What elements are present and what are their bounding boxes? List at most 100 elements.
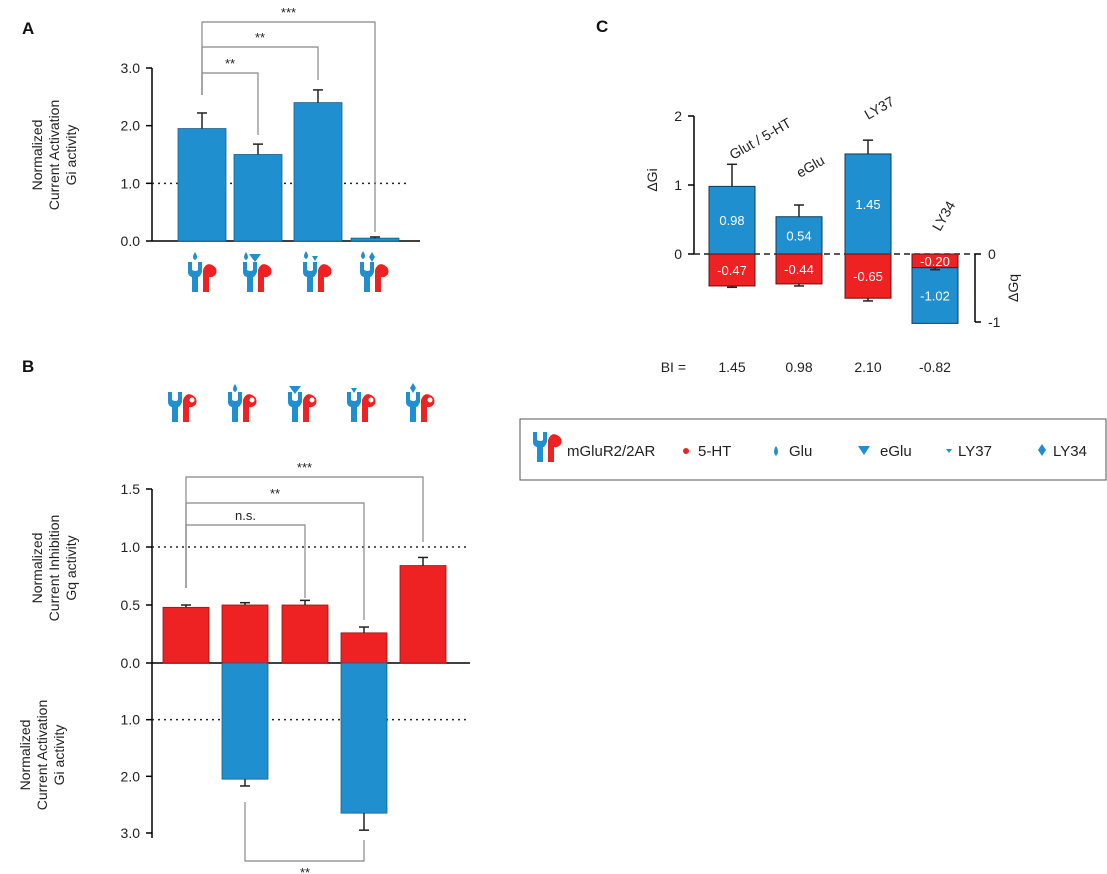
- panel-a-receptor-2-red: [258, 264, 272, 292]
- panel-b-receptor-4-blue: [347, 392, 361, 422]
- panel-b-receptor-5-5ht: [427, 397, 433, 403]
- panel-b-gq-bar: [281, 604, 329, 664]
- panel-a-receptor-1-blue: [188, 262, 202, 292]
- panel-b-gq-bar: [399, 565, 447, 664]
- panel-b-ytick-label-bottom: 2.0: [121, 768, 141, 784]
- panel-a-sig-2: **: [201, 30, 319, 95]
- legend-box: [519, 418, 1107, 481]
- panel-c-category-label: eGlu: [794, 152, 828, 181]
- panel-c-gi-bar: [708, 185, 756, 255]
- panel-a-sig-3-label: ***: [281, 5, 296, 20]
- panel-b-sig-2: **: [185, 486, 365, 620]
- panel-b-sig-3-line: [185, 476, 424, 588]
- panel-b-receptor-1-blue: [168, 392, 182, 422]
- panel-a-bar: [177, 128, 227, 242]
- legend-ly37-small-triangle-icon: [946, 449, 952, 453]
- legend-label: eGlu: [880, 443, 912, 460]
- panel-a-receptor-4-ly34: [369, 252, 375, 262]
- panel-a-receptor-4-red: [375, 264, 389, 292]
- panel-a-receptor-3: [303, 251, 332, 292]
- panel-c-left-tick-label: 0: [674, 246, 682, 262]
- panel-b-ylabel-bottom-line: Normalized: [17, 720, 33, 791]
- panel-b-ylabel-bottom-line: Current Activation: [34, 700, 50, 811]
- panel-a-sig-1-label: **: [225, 56, 235, 71]
- panel-b-gq-bar: [162, 606, 210, 664]
- panel-a-sig-1: **: [201, 56, 259, 135]
- panel-b-receptor-4-ly37: [351, 388, 357, 393]
- panel-b-ytick-label-bottom: 1.0: [121, 712, 141, 728]
- panel-a-receptor-3-glu2: [304, 251, 308, 259]
- panel-b-gq-bar: [221, 604, 269, 664]
- panel-b-receptor-5-blue: [406, 392, 420, 422]
- panel-b-ylabel-top-line: Current Inhibition: [46, 515, 62, 622]
- panel-c-ylabel-left: ΔGi: [644, 168, 660, 191]
- panel-c-gq-bar: [775, 253, 823, 285]
- panel-b-receptor-4-5ht: [368, 397, 374, 403]
- panel-b-ytick-label-top: 0.0: [121, 655, 141, 671]
- panel-c-gq-value: -0.65: [853, 269, 883, 284]
- panel-b-receptor-1: [168, 392, 197, 422]
- panel-c-gq-value: -0.47: [717, 263, 747, 278]
- panel-b-receptor-1-red: [183, 394, 197, 422]
- legend-eglu-triangle-icon: [858, 446, 870, 455]
- legend-label: mGluR2/2AR: [567, 443, 656, 460]
- legend-ly34-diamond-icon: [1038, 444, 1046, 456]
- panel-b-ytick-label-top: 1.0: [121, 539, 141, 555]
- panel-b-receptor-3: [288, 386, 317, 422]
- legend-receptor-icon: [533, 432, 562, 462]
- panel-c-left-tick-label: 2: [674, 108, 682, 124]
- panel-a: A 0.0 1.0 2.0 3.0 Normalized Current Activatio…: [22, 5, 420, 292]
- panel-c-gi-value: 0.98: [719, 213, 744, 228]
- panel-c-gi-bar: [844, 153, 892, 255]
- panel-c-left-tick-label: 1: [674, 177, 682, 193]
- panel-a-receptor-3-ly37: [312, 256, 318, 261]
- panel-b-receptor-3-blue: [288, 392, 302, 422]
- panel-a-ylabel-line: Normalized: [29, 120, 45, 191]
- panel-b-receptor-4: [347, 388, 376, 422]
- panel-a-receptor-1: [188, 252, 217, 292]
- legend-label: LY34: [1053, 443, 1087, 460]
- panel-b-sig-ns-label: n.s.: [235, 508, 256, 523]
- panel-c-gq-bar: [708, 253, 756, 287]
- panel-a-receptor-2-glu2: [244, 252, 248, 260]
- panel-c-right-tick-label: -1: [988, 314, 1001, 330]
- panel-b-receptor-4-red: [362, 394, 376, 422]
- panel-b-sig-ns-line: [185, 524, 306, 598]
- panel-b-sig-2-label: **: [270, 486, 280, 501]
- legend-label: 5-HT: [698, 443, 731, 460]
- panel-c-bi-prefix: BI =: [661, 359, 686, 375]
- panel-b-ylabel-bottom-line: Gi activity: [51, 725, 67, 786]
- panel-a-receptor-4-glu2: [361, 251, 365, 259]
- panel-a-receptor-2: [243, 252, 272, 292]
- panel-b-receptor-2: [228, 384, 257, 422]
- panel-c-ylabel-right: ΔGq: [1005, 274, 1021, 302]
- panel-c-gi-bar: [775, 216, 823, 255]
- panel-b-gi-bar: [221, 662, 269, 780]
- panel-c-gq-value: -0.20: [920, 254, 950, 269]
- legend-receptor-icon-blue: [533, 432, 547, 462]
- panel-a-receptor-2-blue: [243, 262, 257, 292]
- panel-b-ytick-label-bottom: 3.0: [121, 825, 141, 841]
- panel-c-letter: C: [596, 17, 608, 36]
- legend-label: Glu: [789, 443, 812, 460]
- legend-label: LY37: [958, 443, 992, 460]
- panel-b-sig-ns: n.s.: [185, 508, 306, 598]
- panel-c-right-tick-label: 0: [988, 246, 996, 262]
- panel-a-ytick-label: 2.0: [121, 118, 141, 134]
- panel-a-sig-3: ***: [201, 5, 376, 232]
- panel-c-category-label: Glut / 5-HT: [727, 114, 795, 162]
- panel-b-receptor-2-glu: [233, 384, 237, 392]
- panel-b-ytick-label-top: 1.5: [121, 481, 141, 497]
- panel-a-receptor-4-blue: [360, 262, 374, 292]
- panel-a-receptor-3-blue: [303, 262, 317, 292]
- panel-b-sig-bottom-label: **: [300, 865, 310, 874]
- legend-glu-drop-icon: [774, 446, 778, 456]
- panel-a-sig-2-label: **: [255, 30, 265, 45]
- panel-a-receptor-4: [360, 251, 389, 292]
- panel-a-bar: [293, 102, 343, 242]
- panel-a-sig-3-line: [201, 21, 376, 232]
- panel-b-gi-bar: [340, 662, 388, 814]
- panel-a-bar: [350, 237, 400, 242]
